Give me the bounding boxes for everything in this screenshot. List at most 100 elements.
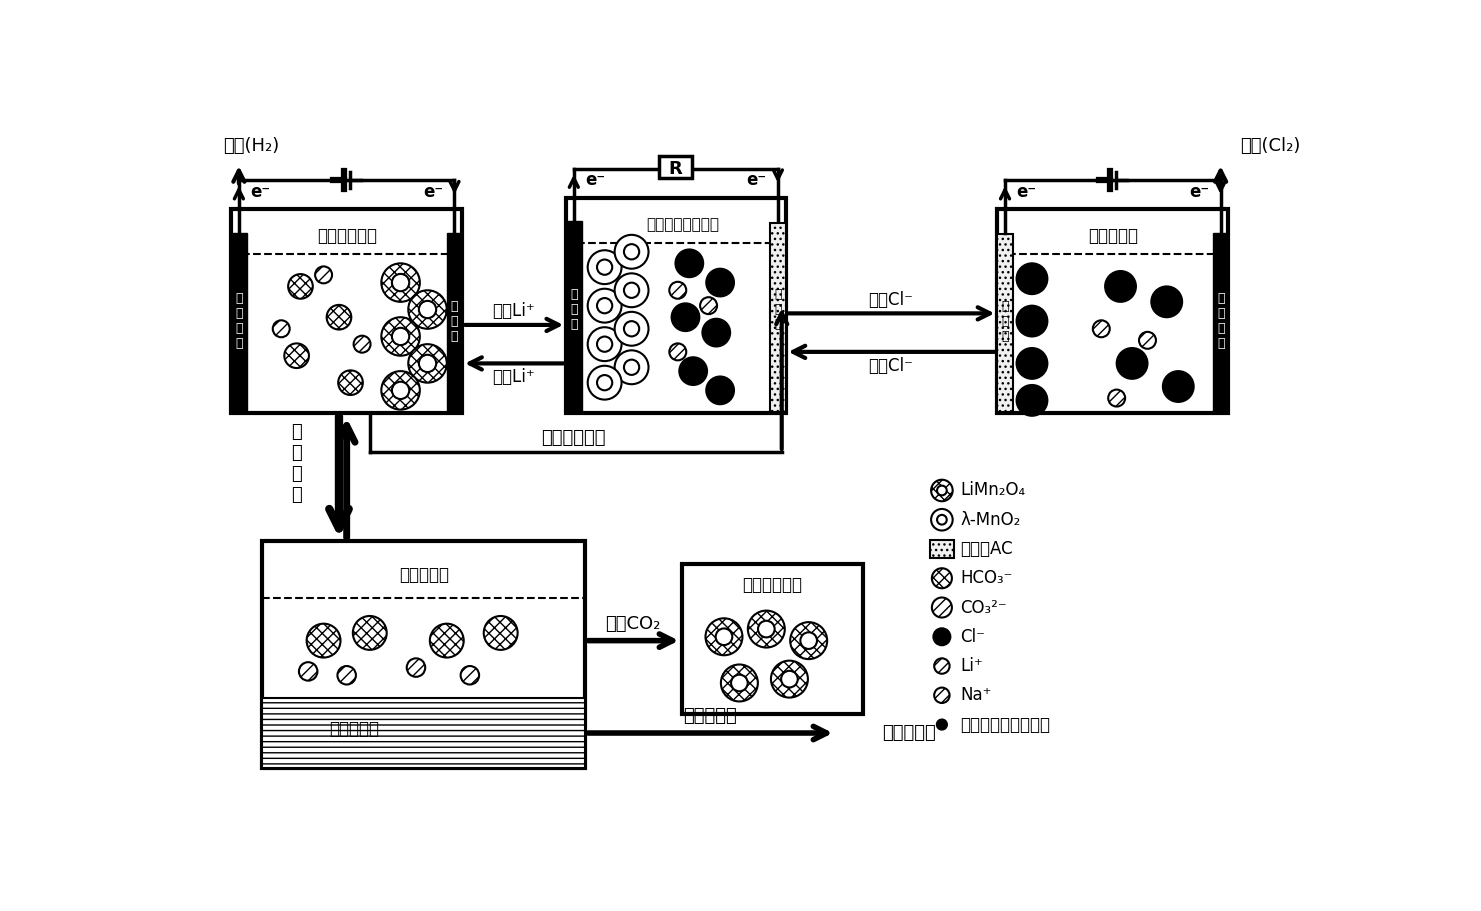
Bar	[997, 234, 1013, 412]
Text: 氯化钠溶液: 氯化钠溶液	[1089, 228, 1137, 245]
Circle shape	[615, 273, 649, 307]
Circle shape	[702, 319, 730, 346]
Circle shape	[615, 312, 649, 345]
Circle shape	[299, 662, 317, 681]
Circle shape	[732, 675, 748, 691]
Text: HCO₃⁻: HCO₃⁻	[960, 569, 1013, 588]
Circle shape	[624, 244, 640, 260]
Text: e⁻: e⁻	[1016, 183, 1037, 200]
Bar	[262, 540, 585, 768]
Text: 惰
性
电
极: 惰 性 电 极	[235, 292, 243, 350]
Text: 碳酸锂粉体: 碳酸锂粉体	[881, 724, 936, 742]
Text: 惰
性
电
极: 惰 性 电 极	[1217, 292, 1225, 350]
Circle shape	[597, 336, 612, 352]
Text: 集
流
体: 集 流 体	[570, 288, 578, 331]
Text: 碳酸氢钠溶液: 碳酸氢钠溶液	[317, 228, 376, 245]
Circle shape	[338, 371, 363, 395]
Text: Na⁺: Na⁺	[960, 686, 992, 704]
Text: CO₃²⁻: CO₃²⁻	[960, 599, 1007, 617]
Circle shape	[588, 251, 622, 284]
Circle shape	[588, 289, 622, 322]
Bar	[262, 699, 585, 768]
Circle shape	[669, 343, 686, 361]
Circle shape	[932, 568, 952, 589]
Bar	[1213, 232, 1228, 414]
Circle shape	[615, 351, 649, 384]
Circle shape	[429, 624, 464, 658]
Circle shape	[409, 344, 447, 383]
Text: 碳酸钠溶液: 碳酸钠溶液	[398, 566, 449, 584]
Circle shape	[701, 297, 717, 314]
Bar	[770, 222, 785, 412]
Circle shape	[392, 274, 409, 292]
Circle shape	[935, 659, 949, 674]
Text: 通入CO₂: 通入CO₂	[606, 615, 661, 632]
Circle shape	[407, 659, 425, 677]
Text: 氯气(Cl₂): 氯气(Cl₂)	[1240, 138, 1300, 155]
Circle shape	[780, 670, 798, 688]
Text: 溶液循环利用: 溶液循环利用	[542, 429, 606, 447]
Circle shape	[721, 664, 758, 701]
Bar	[566, 198, 785, 414]
Bar	[681, 564, 862, 714]
Circle shape	[680, 357, 706, 385]
Circle shape	[597, 260, 612, 275]
Circle shape	[588, 365, 622, 400]
Circle shape	[758, 620, 775, 638]
Circle shape	[932, 598, 952, 618]
Circle shape	[381, 317, 419, 355]
Text: e⁻: e⁻	[1189, 183, 1208, 200]
Text: 脱出Li⁺: 脱出Li⁺	[492, 302, 535, 320]
Bar	[566, 221, 582, 414]
Text: Li⁺: Li⁺	[960, 657, 983, 675]
Circle shape	[936, 719, 948, 730]
Circle shape	[381, 371, 419, 410]
Text: 活性炭AC: 活性炭AC	[960, 540, 1013, 558]
Circle shape	[354, 335, 370, 353]
Circle shape	[1016, 385, 1047, 415]
Text: e⁻: e⁻	[250, 183, 271, 200]
Circle shape	[937, 515, 946, 525]
Circle shape	[284, 343, 310, 368]
Circle shape	[1163, 371, 1194, 402]
Text: 碳酸氢钠溶液: 碳酸氢钠溶液	[742, 576, 801, 594]
Bar	[231, 210, 462, 414]
Circle shape	[671, 303, 699, 331]
Circle shape	[1139, 332, 1157, 349]
Circle shape	[715, 629, 732, 645]
Circle shape	[748, 610, 785, 648]
Circle shape	[1093, 321, 1109, 337]
Text: 集
流
体: 集 流 体	[1001, 300, 1009, 343]
Circle shape	[937, 486, 946, 496]
Circle shape	[615, 235, 649, 269]
Circle shape	[1016, 306, 1047, 336]
Circle shape	[772, 660, 809, 698]
Circle shape	[932, 480, 952, 501]
Circle shape	[669, 281, 686, 299]
Text: 集
流
体: 集 流 体	[775, 288, 782, 331]
Circle shape	[1151, 286, 1182, 317]
Circle shape	[419, 354, 437, 372]
Circle shape	[624, 282, 640, 298]
Text: Cl⁻: Cl⁻	[960, 628, 985, 646]
Text: e⁻: e⁻	[424, 183, 443, 200]
Circle shape	[791, 622, 828, 659]
Circle shape	[588, 327, 622, 361]
Circle shape	[705, 619, 742, 655]
Text: e⁻: e⁻	[585, 171, 606, 189]
Circle shape	[706, 376, 735, 404]
Circle shape	[484, 616, 518, 650]
Circle shape	[597, 298, 612, 313]
Text: 嵌入Li⁺: 嵌入Li⁺	[492, 368, 535, 386]
Circle shape	[289, 274, 312, 299]
Text: 淋洗、干燥: 淋洗、干燥	[683, 707, 738, 725]
Text: 碳酸锂沉淀: 碳酸锂沉淀	[329, 721, 379, 738]
Circle shape	[1016, 263, 1047, 294]
Circle shape	[307, 624, 341, 658]
Circle shape	[419, 301, 437, 318]
Circle shape	[624, 360, 640, 375]
Circle shape	[1016, 348, 1047, 379]
Text: 捕获Cl⁻: 捕获Cl⁻	[869, 291, 914, 309]
Circle shape	[315, 266, 332, 283]
Bar	[447, 232, 462, 414]
